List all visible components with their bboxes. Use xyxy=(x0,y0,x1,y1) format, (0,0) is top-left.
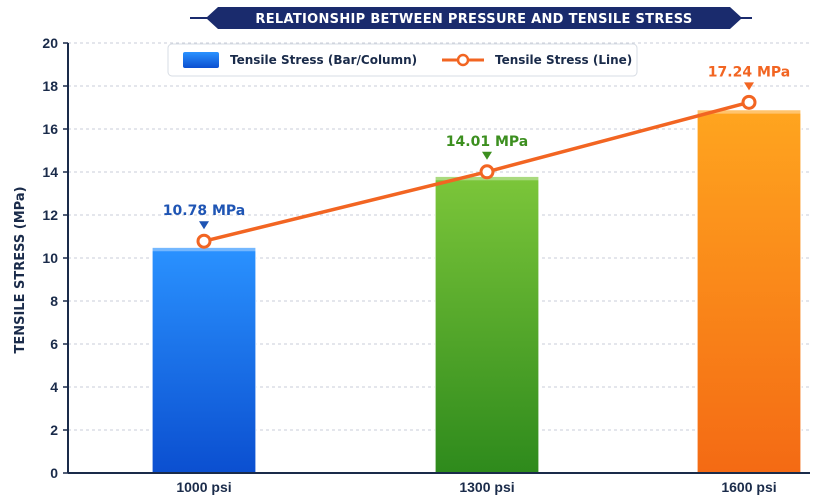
y-tick-label: 2 xyxy=(50,422,58,438)
legend-box xyxy=(167,43,638,77)
data-label-arrow xyxy=(744,82,754,91)
gridlines xyxy=(67,42,810,473)
x-tick-label: 1000 psi xyxy=(176,479,231,495)
data-label: 10.78 MPa xyxy=(163,203,245,219)
bar-highlight xyxy=(697,109,801,114)
line-marker xyxy=(479,164,495,180)
chart-title: RELATIONSHIP BETWEEN PRESSURE AND TENSIL… xyxy=(255,12,692,27)
data-label: 14.01 MPa xyxy=(446,134,528,150)
title-banner: RELATIONSHIP BETWEEN PRESSURE AND TENSIL… xyxy=(190,7,752,29)
y-tick-label: 18 xyxy=(42,78,58,94)
y-tick-label: 20 xyxy=(42,35,58,51)
data-label: 17.24 MPa xyxy=(708,64,790,80)
line-marker xyxy=(741,94,757,110)
data-labels: 10.78 MPa 14.01 MPa 17.24 MPa xyxy=(163,64,790,230)
x-tick-label: 1300 psi xyxy=(459,479,514,495)
y-tick-label: 16 xyxy=(42,121,58,137)
data-label-arrow xyxy=(199,221,209,230)
y-tick-label: 12 xyxy=(42,207,58,223)
bar-2 xyxy=(434,175,540,474)
bar-series xyxy=(151,109,802,474)
y-tick-label: 10 xyxy=(42,250,58,266)
y-tick-label: 0 xyxy=(50,465,58,481)
line-series xyxy=(196,94,757,249)
legend-swatch-marker xyxy=(456,53,470,67)
title-ribbon xyxy=(206,7,742,29)
bar-3 xyxy=(696,109,802,474)
legend-label-bar: Tensile Stress (Bar/Column) xyxy=(230,53,417,67)
y-axis-ticks: 0 2 4 6 8 10 12 14 16 18 20 xyxy=(42,35,68,481)
legend-label-line: Tensile Stress (Line) xyxy=(495,53,632,67)
x-axis-labels: 1000 psi 1300 psi 1600 psi xyxy=(176,479,776,495)
y-tick-label: 6 xyxy=(50,336,58,352)
data-label-arrow xyxy=(482,151,492,160)
x-tick-label: 1600 psi xyxy=(721,479,776,495)
bar-highlight xyxy=(152,247,256,252)
y-tick-label: 14 xyxy=(42,164,58,180)
legend-swatch-bar xyxy=(183,52,219,68)
line-marker xyxy=(196,233,212,249)
legend: Tensile Stress (Bar/Column) Tensile Stre… xyxy=(167,43,638,77)
y-tick-label: 8 xyxy=(50,293,58,309)
y-tick-label: 4 xyxy=(50,379,58,395)
bar-1 xyxy=(151,246,257,474)
y-axis-label: TENSILE STRESS (MPa) xyxy=(13,186,28,353)
